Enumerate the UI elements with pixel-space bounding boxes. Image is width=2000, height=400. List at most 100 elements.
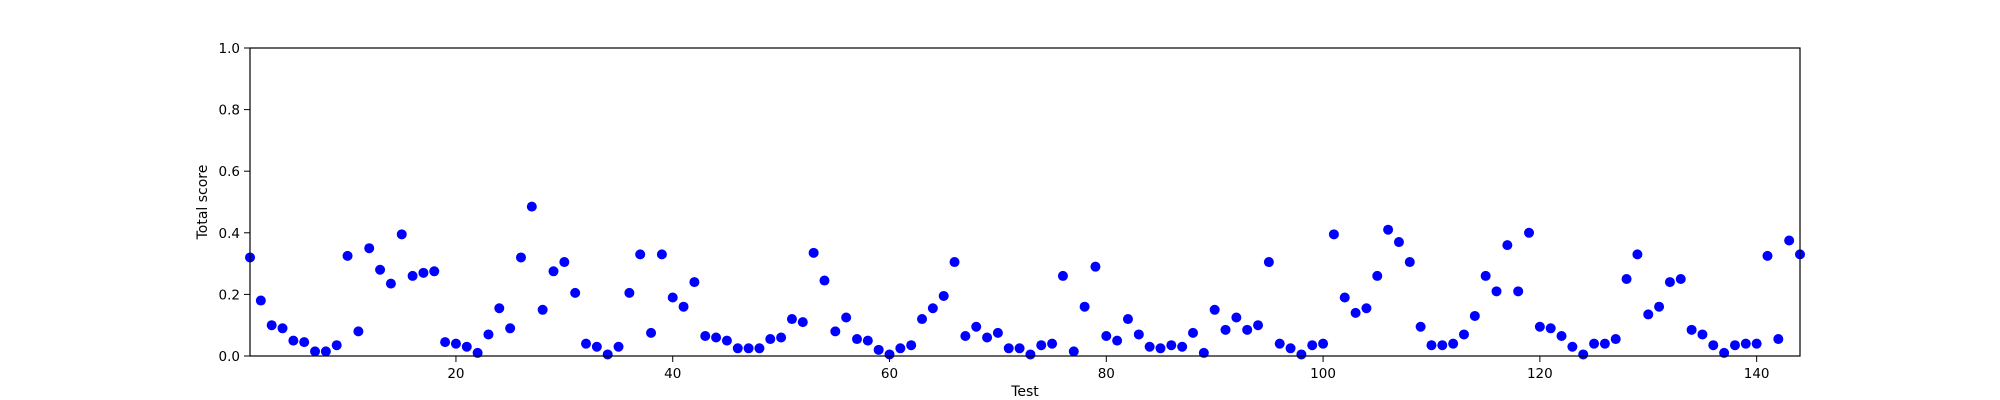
- data-point: [1036, 340, 1047, 351]
- x-tick-label: 120: [1527, 366, 1553, 382]
- data-point: [1328, 229, 1339, 240]
- data-point: [1404, 257, 1415, 268]
- plot-frame: [249, 47, 1801, 357]
- data-points: [245, 201, 1805, 360]
- data-point: [1101, 330, 1112, 341]
- data-point: [1242, 324, 1253, 335]
- data-point: [960, 330, 971, 341]
- data-point: [1654, 301, 1665, 312]
- data-point: [1480, 270, 1491, 281]
- data-point: [841, 312, 852, 323]
- data-point: [1112, 335, 1123, 346]
- data-point: [1491, 286, 1502, 297]
- data-point: [1729, 340, 1740, 351]
- data-point: [624, 287, 635, 298]
- data-point: [1448, 338, 1459, 349]
- data-point: [646, 327, 657, 338]
- data-point: [1393, 237, 1404, 248]
- x-axis-ticks: 20 40 60 80 100 120 140: [447, 356, 1770, 382]
- data-point: [938, 290, 949, 301]
- data-point: [786, 314, 797, 325]
- x-tick-label: 40: [664, 366, 681, 382]
- data-point: [1057, 270, 1068, 281]
- data-point: [1122, 314, 1133, 325]
- data-point: [429, 266, 440, 277]
- data-point: [1426, 340, 1437, 351]
- data-point: [797, 317, 808, 328]
- data-point: [1675, 274, 1686, 284]
- data-point: [732, 343, 743, 354]
- data-point: [906, 340, 917, 351]
- data-point: [342, 250, 353, 261]
- data-point: [1068, 346, 1079, 357]
- data-point: [375, 264, 386, 275]
- y-axis-label: Total score: [195, 165, 211, 241]
- data-point: [819, 275, 830, 286]
- data-point: [711, 332, 722, 343]
- data-point: [613, 341, 624, 352]
- data-point: [884, 349, 895, 360]
- data-point: [917, 314, 928, 325]
- data-point: [1773, 334, 1784, 345]
- data-point: [1784, 235, 1795, 246]
- data-point: [1274, 338, 1285, 349]
- y-tick-label: 0.0: [219, 349, 240, 365]
- data-point: [440, 337, 451, 348]
- data-point: [255, 295, 266, 306]
- data-point: [1209, 304, 1220, 315]
- data-point: [1632, 249, 1643, 260]
- data-point: [1144, 341, 1155, 352]
- data-point: [1025, 349, 1036, 360]
- data-point: [1458, 329, 1469, 340]
- data-point: [418, 267, 429, 278]
- data-point: [505, 323, 516, 334]
- data-point: [320, 346, 331, 357]
- data-point: [1361, 303, 1372, 314]
- data-point: [1296, 349, 1307, 360]
- data-point: [591, 341, 602, 352]
- data-point: [1621, 274, 1632, 284]
- data-point: [1177, 341, 1188, 352]
- data-point: [537, 304, 548, 315]
- data-point: [1166, 340, 1177, 351]
- data-point: [581, 338, 592, 349]
- x-tick-label: 140: [1744, 366, 1770, 382]
- data-point: [1350, 307, 1361, 318]
- data-point: [808, 247, 819, 258]
- data-point: [1133, 329, 1144, 340]
- data-point: [1231, 312, 1242, 323]
- data-point: [635, 249, 646, 260]
- data-point: [700, 330, 711, 341]
- data-point: [1253, 320, 1264, 331]
- data-point: [461, 341, 472, 352]
- data-point: [1469, 310, 1480, 321]
- data-point: [1664, 277, 1675, 288]
- data-point: [851, 334, 862, 345]
- data-point: [667, 292, 678, 303]
- x-tick-label: 80: [1098, 366, 1115, 382]
- data-point: [992, 327, 1003, 338]
- data-point: [1578, 349, 1589, 360]
- data-point: [1307, 340, 1318, 351]
- data-point: [830, 326, 841, 337]
- data-point: [689, 277, 700, 288]
- data-point: [1589, 338, 1600, 349]
- data-point: [483, 329, 494, 340]
- data-point: [310, 346, 321, 357]
- data-point: [1437, 340, 1448, 351]
- data-point: [1003, 343, 1014, 354]
- data-point: [1339, 292, 1350, 303]
- data-point: [364, 243, 375, 254]
- data-point: [299, 337, 310, 348]
- data-point: [1643, 309, 1654, 320]
- data-point: [1534, 321, 1545, 332]
- data-point: [494, 303, 505, 314]
- data-point: [971, 321, 982, 332]
- y-tick-label: 0.6: [219, 164, 240, 180]
- data-point: [982, 332, 993, 343]
- data-point: [385, 278, 396, 289]
- data-point: [526, 201, 537, 212]
- data-point: [396, 229, 407, 240]
- data-point: [949, 257, 960, 268]
- data-point: [1762, 250, 1773, 261]
